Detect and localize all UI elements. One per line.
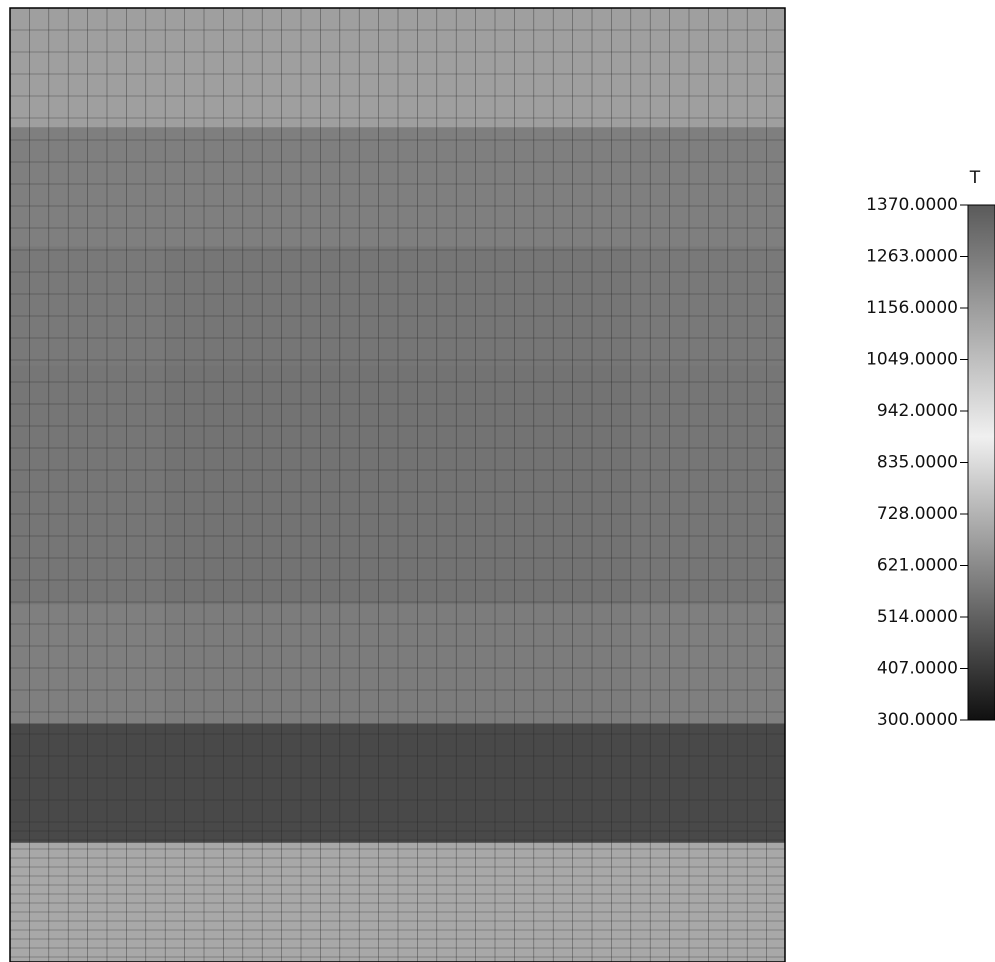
mesh: [9, 7, 785, 962]
field-cell: [630, 365, 786, 486]
field-cell: [630, 723, 786, 844]
field-cell: [630, 604, 786, 724]
colorbar-tick-label: 835.0000: [877, 453, 958, 473]
colorbar-tick-label: 300.0000: [877, 710, 958, 730]
field-cell: [475, 246, 631, 367]
colorbar-tick-label: 514.0000: [877, 607, 958, 627]
colorbar-title: T: [969, 168, 981, 188]
field-cell: [630, 842, 786, 962]
field-cell: [475, 485, 631, 605]
field-cell: [475, 723, 631, 844]
plot-frame: [9, 7, 786, 962]
colorbar-tick-label: 1156.0000: [866, 298, 958, 318]
field-cell: [475, 842, 631, 962]
field-cell: [630, 485, 786, 605]
colorbar-tick-label: 942.0000: [877, 401, 958, 421]
field-cell: [475, 604, 631, 724]
colorbar-tick-label: 728.0000: [877, 504, 958, 524]
field-cell: [630, 127, 786, 247]
colorbar-tick-label: 1370.0000: [866, 195, 958, 215]
colorbar-tick-label: 1049.0000: [866, 350, 958, 370]
field-cell: [475, 127, 631, 247]
field-cell: [475, 365, 631, 486]
colorbar-tick-label: 621.0000: [877, 556, 958, 576]
colorbar: [967, 204, 995, 721]
field-cell: [630, 8, 786, 128]
field-cell: [630, 246, 786, 367]
colorbar-tick-label: 1263.0000: [866, 247, 958, 267]
field-cell: [475, 8, 631, 128]
colorbar-tick-label: 407.0000: [877, 659, 958, 679]
